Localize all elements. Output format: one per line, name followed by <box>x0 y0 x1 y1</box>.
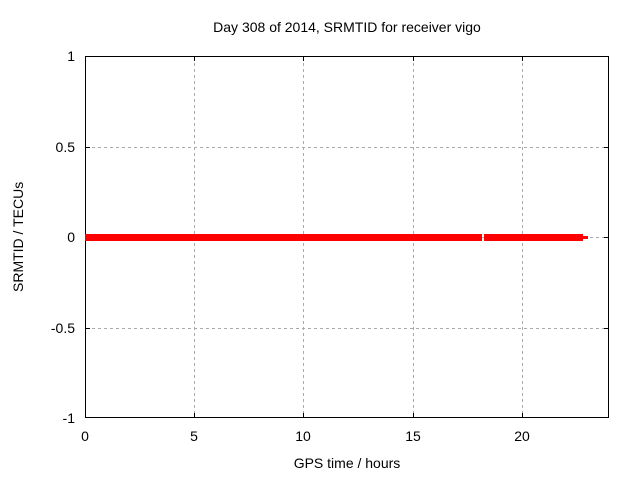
y-tick-label-1: 1 <box>67 48 75 64</box>
chart-title: Day 308 of 2014, SRMTID for receiver vig… <box>213 19 481 35</box>
x-tick-label-0: 0 <box>81 428 89 444</box>
x-tick-label-10: 10 <box>295 428 311 444</box>
data-line-thin-tail <box>583 236 588 239</box>
x-tick-bottom-5 <box>194 413 195 417</box>
y-tick-label--0.5: -0.5 <box>50 320 75 336</box>
y-tick-left-0.5 <box>86 147 90 148</box>
x-tick-bottom-10 <box>303 413 304 417</box>
x-axis-label: GPS time / hours <box>293 455 401 471</box>
y-tick-label--1: -1 <box>62 410 75 426</box>
data-line-segment-1 <box>85 234 482 241</box>
gridline-y--0.5 <box>86 328 608 329</box>
y-tick-right-0 <box>604 237 608 238</box>
x-tick-top-10 <box>303 57 304 61</box>
y-tick-right--0.5 <box>604 328 608 329</box>
x-tick-bottom-20 <box>522 413 523 417</box>
y-tick-right-0.5 <box>604 147 608 148</box>
x-tick-top-5 <box>194 57 195 61</box>
x-tick-label-5: 5 <box>190 428 198 444</box>
x-tick-top-15 <box>413 57 414 61</box>
x-tick-top-20 <box>522 57 523 61</box>
y-tick-label-0: 0 <box>67 229 75 245</box>
y-tick-label-0.5: 0.5 <box>55 139 75 155</box>
x-tick-bottom-15 <box>413 413 414 417</box>
x-tick-label-15: 15 <box>405 428 421 444</box>
y-tick-left--0.5 <box>86 328 90 329</box>
gridline-y-0.5 <box>86 147 608 148</box>
data-line-segment-2 <box>484 234 583 241</box>
x-tick-label-20: 20 <box>514 428 530 444</box>
